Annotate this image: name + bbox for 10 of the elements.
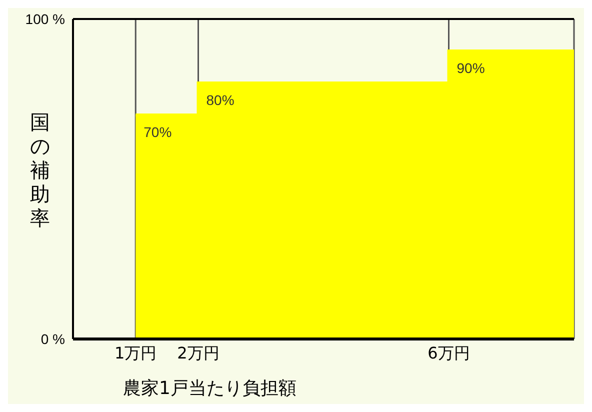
x-tick-label: 2万円	[177, 343, 220, 362]
data-label: 80%	[206, 92, 234, 108]
x-axis-title: 農家1戸当たり負担額	[123, 378, 296, 399]
x-tick-label: 1万円	[114, 343, 157, 362]
data-label: 70%	[144, 124, 172, 140]
y-tick-label: 0 %	[40, 330, 65, 347]
y-axis-title: 国の補助率	[30, 110, 50, 230]
data-label: 90%	[456, 60, 485, 76]
x-tick-label: 6万円	[428, 343, 470, 362]
y-tick-label: 100 %	[25, 10, 65, 27]
